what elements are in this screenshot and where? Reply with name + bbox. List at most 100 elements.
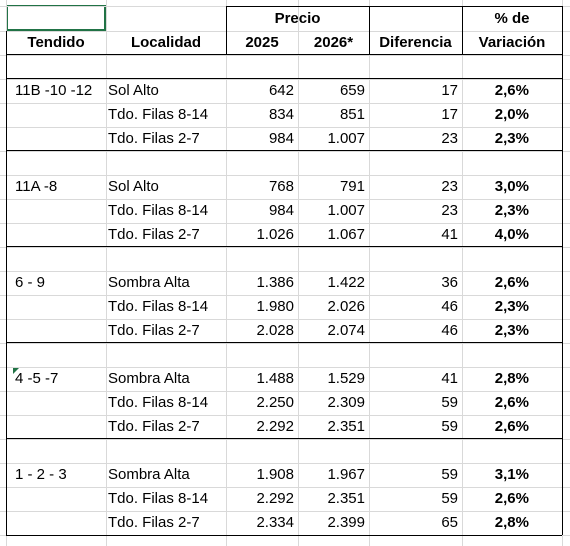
grid-line [562,6,563,535]
variacion-cell: 2,3% [494,130,529,147]
grid-line [6,78,562,79]
price-2026-cell: 1.007 [327,130,365,147]
variacion-cell: 2,6% [494,394,529,411]
price-2025-cell: 1.908 [256,466,294,483]
variacion-cell: 2,6% [494,418,529,435]
grid-line [0,319,570,320]
grid-line [0,55,570,56]
grid-line [6,438,562,439]
grid-line [6,54,562,55]
header-2025: 2025 [245,34,279,51]
variacion-cell: 2,8% [494,370,529,387]
grid-line [6,246,562,247]
grid-line [0,127,570,128]
variacion-cell: 2,3% [494,322,529,339]
tendido-label: 6 - 9 [15,274,46,291]
grid-line [0,271,570,272]
selected-cell[interactable] [6,5,106,31]
variacion-cell: 3,0% [494,178,529,195]
price-2025-cell: 1.488 [256,370,294,387]
price-2025-cell: 768 [268,178,294,195]
price-2026-cell: 2.351 [327,490,365,507]
price-2026-cell: 2.074 [327,322,365,339]
variacion-cell: 3,1% [494,466,529,483]
grid-line [0,175,570,176]
grid-line [226,6,562,7]
grid-line [0,79,570,80]
price-2025-cell: 2.250 [256,394,294,411]
price-2025-cell: 2.292 [256,490,294,507]
variacion-cell: 2,6% [494,82,529,99]
localidad-cell: Sol Alto [108,82,159,99]
grid-line [0,439,570,440]
localidad-cell: Tdo. Filas 8-14 [108,298,209,315]
price-2026-cell: 851 [339,106,365,123]
diferencia-cell: 59 [441,466,458,483]
localidad-cell: Tdo. Filas 2-7 [108,322,200,339]
localidad-cell: Sombra Alta [108,274,190,291]
localidad-cell: Tdo. Filas 8-14 [108,202,209,219]
variacion-cell: 2,3% [494,298,529,315]
grid-line [0,247,570,248]
grid-line [462,0,463,546]
price-2026-cell: 2.399 [327,514,365,531]
grid-line [0,199,570,200]
localidad-cell: Tdo. Filas 2-7 [108,418,200,435]
price-2026-cell: 2.309 [327,394,365,411]
grid-line [369,0,370,546]
localidad-cell: Tdo. Filas 2-7 [108,226,200,243]
grid-line [0,463,570,464]
price-2025-cell: 1.026 [256,226,294,243]
price-2025-cell: 642 [268,82,294,99]
price-2025-cell: 1.980 [256,298,294,315]
header-tendido: Tendido [27,34,85,51]
grid-line [298,0,299,546]
grid-line [226,0,227,546]
error-indicator-icon[interactable] [13,368,19,374]
variacion-cell: 2,8% [494,514,529,531]
price-2025-cell: 2.292 [256,418,294,435]
diferencia-cell: 23 [441,202,458,219]
grid-line [6,342,562,343]
localidad-cell: Tdo. Filas 8-14 [108,394,209,411]
diferencia-cell: 36 [441,274,458,291]
grid-line [0,103,570,104]
header-pct-line1: % de [494,10,530,27]
price-2026-cell: 1.529 [327,370,365,387]
price-2026-cell: 1.967 [327,466,365,483]
tendido-label: 11A -8 [15,178,58,195]
diferencia-cell: 59 [441,418,458,435]
grid-line [0,511,570,512]
grid-line [0,295,570,296]
variacion-cell: 2,3% [494,202,529,219]
grid-line [0,151,570,152]
price-2025-cell: 1.386 [256,274,294,291]
price-2025-cell: 984 [268,202,294,219]
grid-line [369,6,370,55]
grid-line [226,6,227,55]
header-2026: 2026* [313,34,354,51]
variacion-cell: 2,6% [494,274,529,291]
diferencia-cell: 23 [441,130,458,147]
price-2025-cell: 834 [268,106,294,123]
grid-line [0,343,570,344]
diferencia-cell: 41 [441,370,458,387]
localidad-cell: Sombra Alta [108,466,190,483]
grid-line [0,487,570,488]
price-2026-cell: 2.351 [327,418,365,435]
grid-line [0,31,570,32]
grid-line [6,535,562,536]
price-2026-cell: 1.422 [327,274,365,291]
grid-line [106,0,107,546]
diferencia-cell: 59 [441,394,458,411]
localidad-cell: Tdo. Filas 2-7 [108,514,200,531]
diferencia-cell: 65 [441,514,458,531]
localidad-cell: Tdo. Filas 8-14 [108,106,209,123]
tendido-label: 11B -10 -12 [15,82,93,99]
diferencia-cell: 23 [441,178,458,195]
header-pct-line2: Variación [478,34,546,51]
diferencia-cell: 17 [441,106,458,123]
localidad-cell: Tdo. Filas 2-7 [108,130,200,147]
grid-line [0,415,570,416]
grid-line [6,150,562,151]
